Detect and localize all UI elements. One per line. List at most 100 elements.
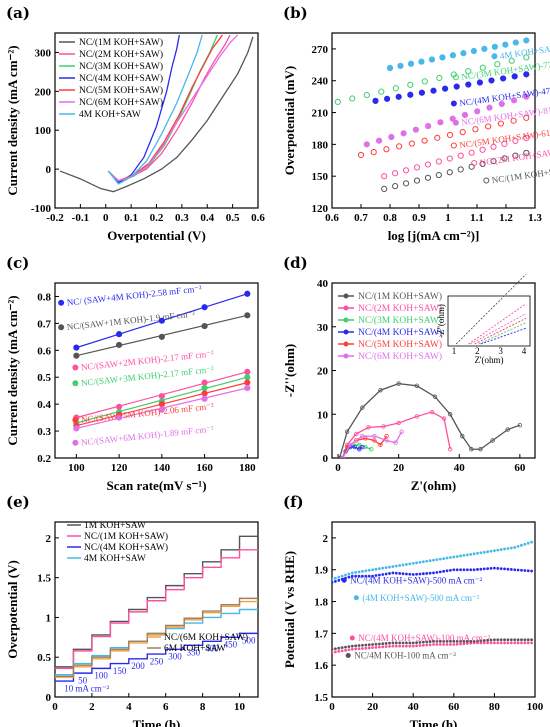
series-line-3 — [55, 632, 258, 682]
data-point — [396, 143, 403, 150]
data-point — [435, 171, 442, 179]
data-point — [512, 137, 519, 145]
legend-marker — [72, 417, 79, 423]
data-point — [435, 158, 442, 165]
y-axis-title: Overpotential (mV) — [282, 66, 297, 175]
data-point — [367, 646, 371, 650]
y-axis-title: -Z''(ohm) — [282, 344, 297, 397]
data-point — [384, 95, 391, 102]
fit-line — [76, 376, 248, 424]
data-point — [384, 572, 388, 576]
data-point — [408, 140, 415, 147]
data-point — [442, 569, 446, 573]
data-point — [509, 568, 513, 571]
axes-frame — [331, 521, 536, 698]
data-point — [377, 645, 381, 649]
step-label: 350 — [187, 648, 201, 658]
data-point — [381, 185, 388, 193]
data-point — [435, 570, 439, 574]
data-point — [350, 574, 354, 578]
data-point — [512, 152, 519, 159]
data-point — [347, 648, 351, 652]
data-point — [449, 556, 452, 559]
step-label: 400 — [205, 644, 219, 654]
y-axis-title: Current density (mA cm⁻²) — [5, 45, 20, 195]
data-point — [332, 577, 334, 581]
data-point — [435, 558, 439, 562]
data-point — [455, 642, 459, 646]
fit-line — [76, 314, 248, 357]
data-point — [437, 119, 444, 126]
fit-line — [76, 387, 248, 429]
x-tick-label: 6 — [163, 701, 169, 713]
data-point — [344, 429, 350, 434]
data-point — [418, 572, 422, 576]
data-point — [436, 74, 443, 82]
data-point — [530, 569, 534, 573]
data-point — [407, 60, 415, 67]
data-point — [428, 56, 436, 63]
data-point — [496, 567, 500, 570]
data-point — [340, 455, 345, 458]
data-point — [462, 568, 466, 572]
data-point — [468, 149, 475, 156]
panel-label: (a) — [6, 4, 30, 22]
data-point — [361, 647, 364, 650]
data-point — [374, 642, 378, 646]
data-point — [357, 151, 365, 159]
data-point — [449, 115, 456, 122]
series-line-6 — [342, 431, 403, 458]
data-point — [486, 567, 490, 571]
legend-marker — [341, 577, 347, 583]
legend-marker — [72, 364, 79, 371]
x-tick-label: 0.1 — [124, 212, 138, 224]
data-point — [513, 638, 517, 642]
data-point — [510, 97, 518, 104]
data-point — [497, 120, 504, 127]
data-point — [398, 644, 402, 648]
data-point — [523, 638, 527, 642]
data-point — [428, 571, 432, 575]
y-tick-label: 0.2 — [37, 453, 51, 465]
x-tick-label: 80 — [489, 701, 501, 713]
step-label: 450 — [224, 640, 238, 650]
y-tick-label: -100 — [31, 203, 52, 215]
data-point — [411, 641, 415, 645]
y-tick-label: 1.5 — [37, 573, 51, 585]
legend-marker — [491, 53, 498, 60]
data-point — [354, 574, 358, 578]
data-point — [506, 567, 510, 571]
data-point — [388, 644, 391, 648]
data-point — [363, 91, 370, 99]
data-point — [469, 568, 473, 572]
data-point — [392, 85, 399, 92]
data-point — [476, 551, 479, 555]
legend-entry: NC/(5M KOH+SAW) — [358, 339, 442, 350]
data-point — [367, 574, 371, 578]
data-point — [421, 560, 425, 564]
y-axis-title: Current density (mA cm⁻²) — [5, 295, 20, 445]
data-point — [332, 647, 334, 651]
data-point — [472, 552, 476, 556]
x-tick-label: 60 — [448, 701, 460, 713]
data-point — [394, 571, 398, 575]
data-point — [333, 647, 337, 651]
data-point — [354, 647, 358, 651]
data-point — [452, 568, 456, 572]
data-point — [489, 641, 493, 645]
data-point — [465, 81, 472, 88]
data-point — [523, 149, 530, 156]
step-label: 100 — [94, 671, 108, 681]
data-point — [418, 89, 425, 96]
data-point — [381, 573, 385, 576]
legend-marker — [349, 635, 355, 641]
series-line-2 — [341, 411, 451, 458]
x-axis-title: Overpotential (V) — [107, 228, 206, 243]
fit-line — [76, 293, 248, 349]
data-point — [374, 574, 378, 577]
data-point — [411, 573, 415, 576]
data-point — [394, 564, 398, 568]
data-point — [425, 122, 432, 130]
data-point — [349, 95, 356, 102]
legend-marker — [58, 299, 65, 306]
